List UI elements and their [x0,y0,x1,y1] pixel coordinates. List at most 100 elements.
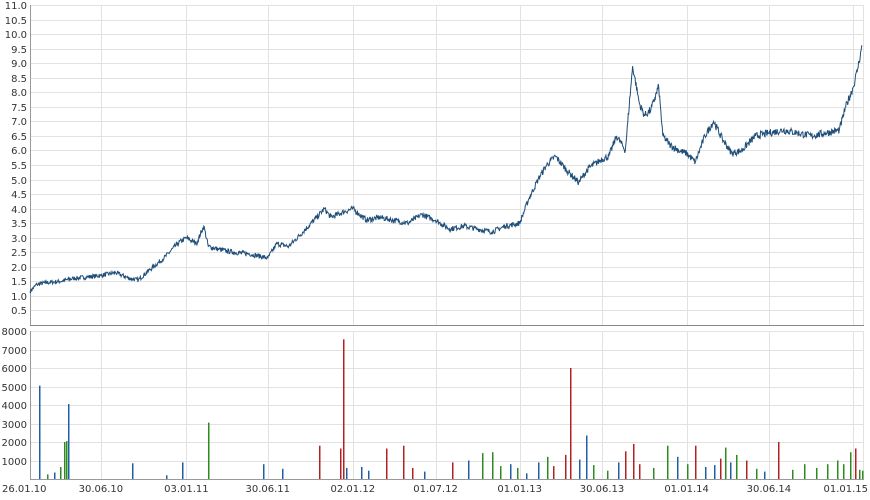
volume-y-tick: 5000 [2,383,27,394]
volume-bar [593,465,595,479]
volume-grid-horizontal [30,331,864,480]
price-y-tick: 0.5 [11,306,27,317]
x-tick-label: 30.06.13 [580,484,625,495]
price-y-tick: 7.5 [11,103,27,114]
volume-bar [166,475,168,479]
volume-bar [725,447,727,479]
volume-bar [282,468,284,479]
volume-bar [60,467,62,479]
volume-bar [182,462,184,479]
volume-bar [468,460,470,479]
volume-bar [368,470,370,479]
volume-bar [720,458,722,479]
volume-bar [653,467,655,479]
price-y-tick: 7.0 [11,117,27,128]
volume-y-tick: 4000 [2,401,27,412]
x-tick-label: 01.01.14 [664,484,709,495]
price-y-tick: 5.5 [11,161,27,172]
volume-bar [39,385,41,479]
volume-bar [452,462,454,479]
volume-bar [66,441,68,479]
price-y-tick: 8.5 [11,74,27,85]
price-y-tick: 5.0 [11,176,27,187]
volume-bar [804,464,806,479]
volume-bar [756,468,758,479]
volume-bar [618,462,620,479]
x-tick-label: 01.07.12 [413,484,458,495]
volume-bar [340,448,342,479]
price-y-tick: 10.5 [5,16,27,27]
price-y-tick: 10.0 [5,30,27,41]
volume-bar [633,443,635,479]
volume-bar [346,467,348,479]
volume-bar [343,339,345,479]
x-tick-label: 02.01.12 [331,484,376,495]
volume-bar [579,459,581,479]
volume-bar [764,471,766,479]
volume-bar [586,435,588,479]
volume-bar [565,454,567,479]
price-grid-horizontal [30,5,864,325]
volume-bar [526,473,528,479]
price-y-tick: 3.5 [11,219,27,230]
price-y-tick: 9.0 [11,59,27,70]
price-y-tick: 6.5 [11,132,27,143]
volume-bar [482,453,484,479]
volume-bar [778,442,780,479]
volume-y-tick-labels: 1000 2000 3000 4000 5000 6000 7000 8000 [2,327,27,468]
volume-bar [855,448,857,479]
volume-bar [639,464,641,479]
price-y-tick: 1.0 [11,292,27,303]
volume-bar [517,467,519,479]
volume-bar [816,467,818,479]
volume-bar [667,445,669,479]
volume-bar [625,451,627,480]
volume-bar [132,463,134,479]
price-panel: 0.5 1.0 1.5 2.0 2.5 3.0 3.5 4.0 4.5 5.0 5.5 6.0 6.5 7… [5,1,864,325]
x-tick-label: 01.01.15 [823,484,868,495]
volume-bar [705,467,707,479]
price-y-tick-labels: 0.5 1.0 1.5 2.0 2.5 3.0 3.5 4.0 4.5 5.0 5.5 6.0 6.5 7… [5,1,27,317]
volume-bars [39,339,864,480]
volume-bar [68,404,70,479]
volume-bar [607,470,609,479]
volume-panel: 1000 2000 3000 4000 5000 6000 7000 8000 26.01.1… [2,327,868,495]
volume-bar [850,452,852,479]
volume-bar [47,474,49,479]
volume-bar [687,464,689,479]
price-y-tick: 1.5 [11,277,27,288]
volume-bar [714,465,716,479]
volume-bar [677,456,679,479]
volume-bar [570,368,572,479]
volume-bar [859,469,861,480]
volume-bar [792,469,794,480]
volume-y-tick: 3000 [2,420,27,431]
volume-bar [553,466,555,479]
price-y-tick: 3.0 [11,234,27,245]
x-tick-label: 03.01.11 [164,484,209,495]
volume-bar [412,467,414,479]
x-tick-label: 30.06.14 [747,484,792,495]
volume-bar [263,464,265,479]
price-y-tick: 8.0 [11,88,27,99]
volume-bar [319,445,321,479]
volume-y-tick: 8000 [2,327,27,338]
volume-y-tick: 1000 [2,457,27,468]
volume-bar [386,448,388,479]
x-tick-label: 01.01.13 [497,484,542,495]
price-y-tick: 4.0 [11,205,27,216]
x-tick-label: 26.01.10 [2,484,47,495]
x-tick-labels: 26.01.10 30.06.10 03.01.11 30.06.11 02.01.12… [2,484,868,495]
volume-bar [361,467,363,479]
volume-bar [695,445,697,479]
volume-bar [54,472,56,479]
volume-bar [64,442,66,479]
volume-bar [827,464,829,479]
price-line [29,45,863,294]
volume-bar [538,462,540,479]
volume-bar [837,460,839,479]
price-y-tick: 2.5 [11,248,27,259]
price-y-tick: 4.5 [11,190,27,201]
volume-bar [492,452,494,479]
